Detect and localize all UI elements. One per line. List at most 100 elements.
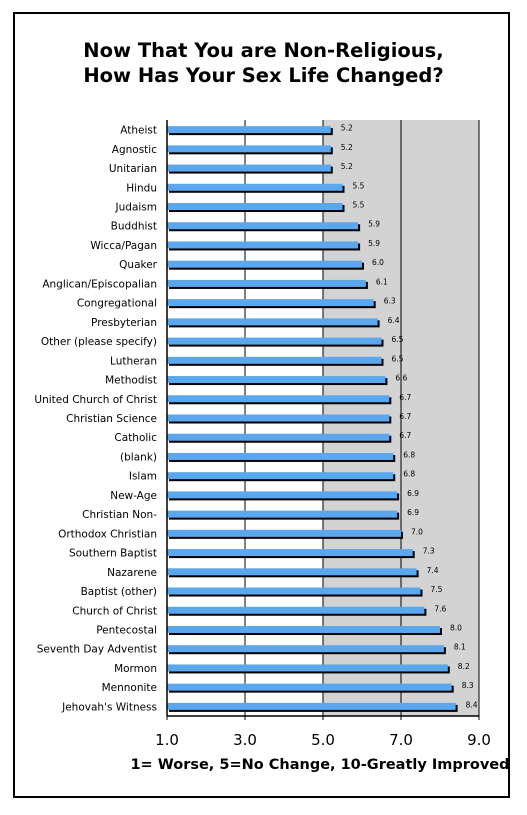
category-label: Quaker <box>119 259 158 271</box>
bar <box>167 279 366 287</box>
value-label: 6.4 <box>388 316 400 325</box>
category-label: Wicca/Pagan <box>90 240 157 252</box>
bar <box>167 126 331 134</box>
category-label: Buddhist <box>111 221 157 233</box>
category-label: Baptist (other) <box>81 586 157 598</box>
value-label: 8.4 <box>466 700 478 709</box>
category-label: Methodist <box>105 375 157 387</box>
bar <box>167 510 398 518</box>
value-labels: 5.2 5.2 5.2 5.5 5.5 5.9 5.9 6.0 6.1 6.3 6.4 6.5 6.5 6… <box>341 124 478 710</box>
value-label: 6.5 <box>392 354 404 363</box>
bar <box>167 395 390 403</box>
value-label: 6.6 <box>395 374 407 383</box>
x-tick-labels: 1.0 3.0 5.0 7.0 9.0 <box>155 716 491 749</box>
bar <box>167 337 382 345</box>
value-label: 5.9 <box>368 220 380 229</box>
x-tick-label: 1.0 <box>155 731 179 749</box>
value-label: 6.5 <box>392 335 404 344</box>
chart-title-line-2: How Has Your Sex Life Changed? <box>83 64 444 87</box>
category-label: Christian Non- <box>82 509 157 521</box>
bar <box>167 472 394 480</box>
category-label: New-Age <box>110 490 157 502</box>
category-label: (blank) <box>120 451 157 463</box>
value-label: 5.5 <box>353 181 365 190</box>
bar <box>167 376 386 384</box>
bar <box>167 664 448 672</box>
bar <box>167 356 382 364</box>
value-label: 8.3 <box>462 681 474 690</box>
value-label: 5.2 <box>341 124 353 133</box>
bar <box>167 414 390 422</box>
value-label: 8.1 <box>454 643 466 652</box>
category-label: Unitarian <box>109 163 157 175</box>
bars <box>167 126 458 712</box>
bar <box>167 625 440 633</box>
value-label: 6.7 <box>399 393 411 402</box>
category-label: Agnostic <box>112 144 157 156</box>
bar <box>167 452 394 460</box>
category-label: Congregational <box>77 298 157 310</box>
bar <box>167 164 331 172</box>
x-tick-label: 7.0 <box>389 731 413 749</box>
value-label: 5.9 <box>368 239 380 248</box>
bar <box>167 433 390 441</box>
category-label: Presbyterian <box>91 317 157 329</box>
category-label: Anglican/Episcopalian <box>42 278 157 290</box>
value-label: 6.9 <box>407 489 419 498</box>
category-label: Islam <box>129 471 157 483</box>
value-label: 5.2 <box>341 162 353 171</box>
category-label: Orthodox Christian <box>58 528 157 540</box>
value-label: 6.8 <box>403 470 415 479</box>
bar <box>167 491 398 499</box>
value-label: 5.5 <box>353 201 365 210</box>
category-label: Seventh Day Adventist <box>37 644 157 656</box>
category-label: Nazarene <box>107 567 157 579</box>
value-label: 6.7 <box>399 412 411 421</box>
bar <box>167 260 362 268</box>
category-label: Other (please specify) <box>41 336 157 348</box>
bar <box>167 318 378 326</box>
bar <box>167 587 421 595</box>
category-label: Atheist <box>120 125 157 137</box>
category-label: Catholic <box>114 432 157 444</box>
bar <box>167 529 401 537</box>
x-tick-label: 5.0 <box>311 731 335 749</box>
value-label: 6.7 <box>399 431 411 440</box>
value-label: 7.4 <box>427 566 439 575</box>
category-labels: Atheist Agnostic Unitarian Hindu Judaism Budd… <box>34 125 157 714</box>
bar <box>167 568 417 576</box>
value-label: 8.0 <box>450 623 462 632</box>
bar <box>167 183 343 191</box>
value-label: 7.3 <box>423 547 435 556</box>
value-label: 6.3 <box>384 297 396 306</box>
category-label: Jehovah's Witness <box>61 701 157 713</box>
category-label: Hindu <box>126 182 157 194</box>
category-label: Church of Christ <box>72 605 157 617</box>
value-label: 6.1 <box>376 277 388 286</box>
value-label: 6.9 <box>407 508 419 517</box>
bar <box>167 203 343 211</box>
bar <box>167 549 413 557</box>
chart-title: Now That You are Non-Religious, How Has … <box>0 38 527 88</box>
bar <box>167 606 425 614</box>
value-label: 5.2 <box>341 143 353 152</box>
value-label: 6.0 <box>372 258 384 267</box>
bar <box>167 145 331 153</box>
category-label: Pentecostal <box>96 624 157 636</box>
value-label: 7.0 <box>411 527 423 536</box>
bar <box>167 645 444 653</box>
category-label: Lutheran <box>110 355 157 367</box>
category-label: Southern Baptist <box>69 548 157 560</box>
value-label: 6.8 <box>403 450 415 459</box>
bar <box>167 702 456 710</box>
chart-title-line-1: Now That You are Non-Religious, <box>83 39 444 62</box>
category-label: United Church of Christ <box>34 394 157 406</box>
category-label: Mormon <box>114 663 157 675</box>
value-label: 7.5 <box>431 585 443 594</box>
x-tick-label: 9.0 <box>467 731 491 749</box>
category-label: Mennonite <box>102 682 157 694</box>
category-label: Christian Science <box>66 413 157 425</box>
bar <box>167 299 374 307</box>
bar <box>167 241 359 249</box>
